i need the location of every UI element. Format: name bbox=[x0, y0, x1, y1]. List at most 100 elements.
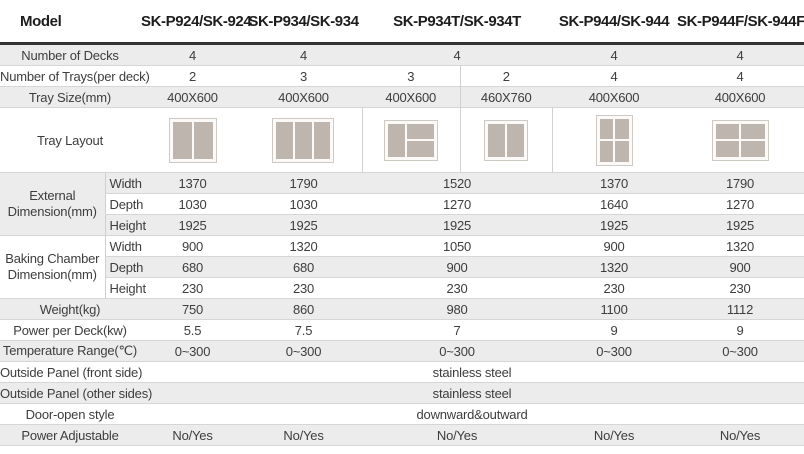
power-per-deck-value: 7.5 bbox=[245, 319, 362, 341]
temperature-range-value: 0~300 bbox=[245, 340, 362, 362]
chamber-width-sublabel: Width bbox=[104, 235, 142, 257]
number-of-decks-label: Number of Decks bbox=[0, 43, 140, 66]
weight-label: Weight(kg) bbox=[0, 298, 140, 320]
temperature-range-value: 0~300 bbox=[362, 340, 553, 362]
tray-size-value: 460X760 bbox=[459, 86, 553, 108]
model-name: SK-P934/SK-934 bbox=[245, 0, 362, 45]
temperature-range-value: 0~300 bbox=[552, 340, 677, 362]
tray-layout-label: Tray Layout bbox=[0, 107, 140, 173]
tray-layout-cell bbox=[140, 107, 245, 173]
outside-panel-front-label: Outside Panel (front side) bbox=[0, 361, 142, 383]
tray-layout-cell bbox=[676, 107, 804, 173]
external-width-value: 1370 bbox=[140, 172, 245, 194]
number-of-trays-per-deck-value: 3 bbox=[245, 65, 362, 87]
two-vertical-trays-diagram bbox=[484, 119, 528, 161]
four-trays-grid-landscape-diagram bbox=[711, 119, 769, 161]
power-adjustable-value: No/Yes bbox=[676, 424, 804, 446]
chamber-height-value: 230 bbox=[362, 277, 553, 299]
tray-size-value: 400X600 bbox=[362, 86, 460, 108]
number-of-trays-per-deck-value: 2 bbox=[140, 65, 245, 87]
table-row: Outside Panel (front side) stainless stee… bbox=[0, 361, 804, 383]
outside-panel-other-value: stainless steel bbox=[140, 382, 804, 404]
tray-size-value: 400X600 bbox=[552, 86, 677, 108]
model-name: SK-P934T/SK-934T bbox=[362, 0, 553, 45]
power-per-deck-value: 9 bbox=[676, 319, 804, 341]
power-adjustable-value: No/Yes bbox=[245, 424, 362, 446]
chamber-width-value: 1320 bbox=[676, 235, 804, 257]
number-of-decks-value: 4 bbox=[245, 43, 362, 66]
model-header-label: Model bbox=[0, 0, 140, 45]
model-name: SK-P944F/SK-944F bbox=[676, 0, 804, 45]
spec-table-body: Number of Decks 4 4 4 4 4 Number of Trays(per … bbox=[0, 43, 804, 446]
temperature-range-label: Temperature Range(℃) bbox=[0, 340, 140, 362]
table-row: Weight(kg) 750 860 980 1100 1112 bbox=[0, 298, 804, 320]
external-height-value: 1925 bbox=[140, 214, 245, 236]
chamber-depth-value: 900 bbox=[676, 256, 804, 278]
external-depth-value: 1030 bbox=[245, 193, 362, 215]
chamber-height-value: 230 bbox=[676, 277, 804, 299]
table-row: External Dimension(mm) Width 1370 1790 1520 13… bbox=[0, 172, 804, 236]
four-trays-grid-portrait-diagram bbox=[595, 114, 633, 166]
external-width-value: 1520 bbox=[362, 172, 553, 194]
chamber-depth-value: 1320 bbox=[552, 256, 677, 278]
number-of-decks-value: 4 bbox=[676, 43, 804, 66]
outside-panel-other-label: Outside Panel (other sides) bbox=[0, 382, 152, 404]
table-row: Height 230 230 230 230 230 bbox=[0, 277, 804, 299]
external-depth-value: 1030 bbox=[140, 193, 245, 215]
power-adjustable-label: Power Adjustable bbox=[0, 424, 140, 446]
tray-layout-cell bbox=[551, 107, 677, 173]
weight-value: 980 bbox=[362, 298, 553, 320]
chamber-width-value: 900 bbox=[552, 235, 677, 257]
external-width-value: 1370 bbox=[552, 172, 677, 194]
header-row: Model SK-P924/SK-924 SK-P934/SK-934 SK-P… bbox=[0, 0, 804, 45]
chamber-height-value: 230 bbox=[245, 277, 362, 299]
number-of-decks-value: 4 bbox=[140, 43, 245, 66]
chamber-depth-value: 680 bbox=[140, 256, 245, 278]
chamber-depth-value: 900 bbox=[362, 256, 553, 278]
chamber-height-value: 230 bbox=[140, 277, 245, 299]
power-per-deck-value: 7 bbox=[362, 319, 553, 341]
tray-layout-cell bbox=[245, 107, 362, 173]
model-name: SK-P924/SK-924 bbox=[140, 0, 252, 45]
external-width-sublabel: Width bbox=[104, 172, 142, 194]
tray-layout-cell bbox=[361, 107, 460, 173]
external-dimension-group-label: External Dimension(mm) bbox=[0, 172, 105, 236]
tray-size-value: 400X600 bbox=[676, 86, 804, 108]
external-depth-sublabel: Depth bbox=[104, 193, 143, 215]
table-row: Power Adjustable No/Yes No/Yes No/Yes No/Yes… bbox=[0, 424, 804, 446]
table-row: Baking Chamber Dimension(mm) Width 900 1320 1… bbox=[0, 235, 804, 299]
number-of-trays-per-deck-value: 4 bbox=[676, 65, 804, 87]
model-name: SK-P944/SK-944 bbox=[552, 0, 677, 45]
table-row: Number of Decks 4 4 4 4 4 bbox=[0, 43, 804, 66]
external-depth-value: 1270 bbox=[676, 193, 804, 215]
table-row: Depth 1030 1030 1270 1640 1270 bbox=[0, 193, 804, 215]
door-open-style-value: downward&outward bbox=[140, 403, 804, 425]
power-per-deck-value: 9 bbox=[552, 319, 677, 341]
table-row: Power per Deck(kw) 5.5 7.5 7 9 9 bbox=[0, 319, 804, 341]
external-height-sublabel: Height bbox=[104, 214, 146, 236]
external-depth-value: 1270 bbox=[362, 193, 553, 215]
table-row: Number of Trays(per deck) 2 3 3 2 4 4 bbox=[0, 65, 804, 87]
two-vertical-trays-diagram bbox=[168, 117, 217, 163]
door-open-style-label: Door-open style bbox=[0, 403, 140, 425]
number-of-trays-per-deck-value: 2 bbox=[459, 65, 553, 87]
temperature-range-value: 0~300 bbox=[676, 340, 804, 362]
table-row: Tray Size(mm) 400X600 400X600 400X600 460X76… bbox=[0, 86, 804, 108]
power-per-deck-label: Power per Deck(kw) bbox=[0, 319, 140, 341]
table-row: Tray Layout bbox=[0, 107, 804, 173]
tray-size-value: 400X600 bbox=[245, 86, 362, 108]
table-row: Outside Panel (other sides) stainless ste… bbox=[0, 382, 804, 404]
power-adjustable-value: No/Yes bbox=[140, 424, 245, 446]
external-width-value: 1790 bbox=[245, 172, 362, 194]
weight-value: 860 bbox=[245, 298, 362, 320]
power-adjustable-value: No/Yes bbox=[362, 424, 553, 446]
external-height-value: 1925 bbox=[552, 214, 677, 236]
table-row: Depth 680 680 900 1320 900 bbox=[0, 256, 804, 278]
power-adjustable-value: No/Yes bbox=[552, 424, 677, 446]
chamber-width-value: 1320 bbox=[245, 235, 362, 257]
table-row: Door-open style downward&outward bbox=[0, 403, 804, 425]
external-depth-value: 1640 bbox=[552, 193, 677, 215]
external-height-value: 1925 bbox=[245, 214, 362, 236]
